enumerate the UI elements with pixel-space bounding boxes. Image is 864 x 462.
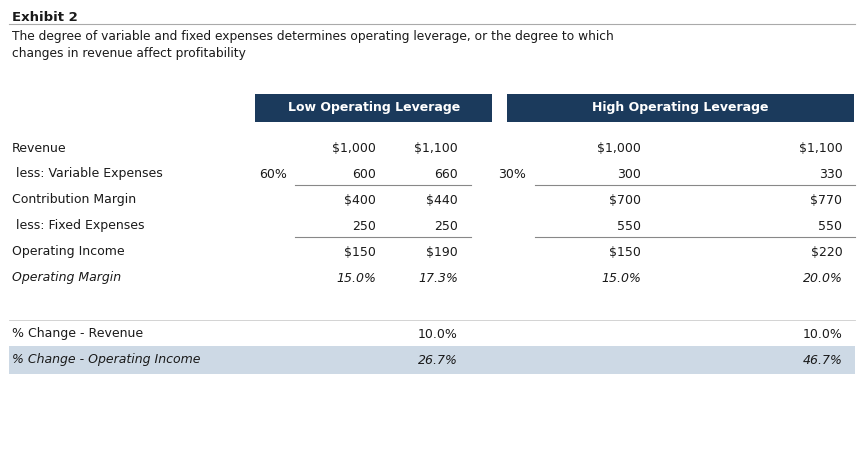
Text: 600: 600 <box>352 168 376 181</box>
Text: Contribution Margin: Contribution Margin <box>12 194 137 207</box>
Text: 250: 250 <box>352 219 376 232</box>
Text: $400: $400 <box>344 194 376 207</box>
Text: The degree of variable and fixed expenses determines operating leverage, or the : The degree of variable and fixed expense… <box>12 30 613 43</box>
Text: 660: 660 <box>435 168 458 181</box>
Text: 330: 330 <box>819 168 842 181</box>
Text: Low Operating Leverage: Low Operating Leverage <box>288 102 460 115</box>
Text: 46.7%: 46.7% <box>803 353 842 366</box>
Text: 20.0%: 20.0% <box>803 272 842 285</box>
FancyBboxPatch shape <box>9 346 855 374</box>
Text: Operating Margin: Operating Margin <box>12 272 121 285</box>
Text: Exhibit 2: Exhibit 2 <box>12 11 78 24</box>
Text: High Operating Leverage: High Operating Leverage <box>592 102 769 115</box>
Text: % Change - Operating Income: % Change - Operating Income <box>12 353 200 366</box>
Text: 30%: 30% <box>499 168 526 181</box>
Text: 250: 250 <box>434 219 458 232</box>
Text: $190: $190 <box>426 245 458 259</box>
FancyBboxPatch shape <box>507 94 854 122</box>
Text: $1,000: $1,000 <box>597 141 641 154</box>
Text: 10.0%: 10.0% <box>418 328 458 340</box>
Text: changes in revenue affect profitability: changes in revenue affect profitability <box>12 47 246 60</box>
Text: 550: 550 <box>818 219 842 232</box>
FancyBboxPatch shape <box>255 94 492 122</box>
Text: $1,100: $1,100 <box>798 141 842 154</box>
Text: Revenue: Revenue <box>12 141 67 154</box>
Text: 17.3%: 17.3% <box>418 272 458 285</box>
Text: 26.7%: 26.7% <box>418 353 458 366</box>
Text: less: Fixed Expenses: less: Fixed Expenses <box>12 219 144 232</box>
Text: 15.0%: 15.0% <box>336 272 376 285</box>
Text: 15.0%: 15.0% <box>601 272 641 285</box>
Text: 300: 300 <box>617 168 641 181</box>
Text: $1,100: $1,100 <box>414 141 458 154</box>
Text: $440: $440 <box>426 194 458 207</box>
Text: $220: $220 <box>810 245 842 259</box>
Text: $150: $150 <box>344 245 376 259</box>
Text: 60%: 60% <box>259 168 287 181</box>
Text: 550: 550 <box>617 219 641 232</box>
Text: Operating Income: Operating Income <box>12 245 124 259</box>
Text: 10.0%: 10.0% <box>803 328 842 340</box>
Text: $770: $770 <box>810 194 842 207</box>
Text: $150: $150 <box>609 245 641 259</box>
Text: less: Variable Expenses: less: Variable Expenses <box>12 168 162 181</box>
Text: % Change - Revenue: % Change - Revenue <box>12 328 143 340</box>
Text: $700: $700 <box>609 194 641 207</box>
Text: $1,000: $1,000 <box>332 141 376 154</box>
